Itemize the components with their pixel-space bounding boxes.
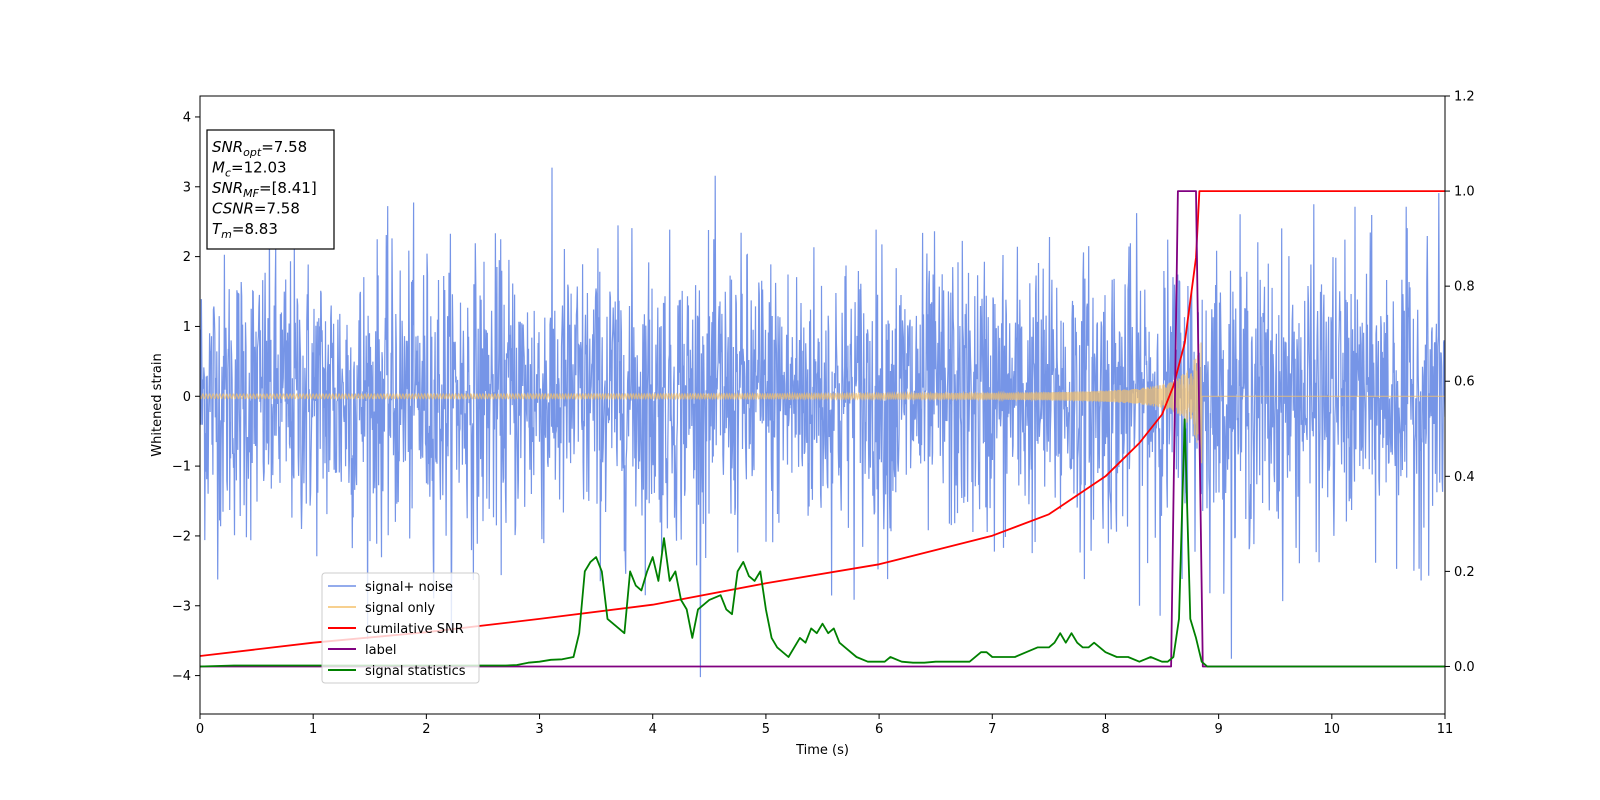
series-signal-only [200, 342, 1445, 464]
series-signal-noise [200, 167, 1445, 678]
legend-entry-label: signal only [365, 601, 435, 616]
x-tick-label: 1 [309, 722, 317, 737]
annotation-line: SNRopt=7.58 [212, 138, 307, 159]
axes: 0 1 2 3 4 5 6 7 8 9 10 11 −4 −3 −2 −1 0 1 2 3 4 0.0 0.2 0.4 0.6 0… [150, 90, 1475, 759]
legend-entry-label: signal+ noise [365, 580, 453, 595]
series-line-cumulative-snr [200, 190, 1445, 657]
legend-entry-label: cumilative SNR [365, 622, 464, 637]
y-right-tick-label: 0.2 [1454, 565, 1475, 580]
x-tick-label: 6 [875, 722, 883, 737]
y-right-tick-label: 0.4 [1454, 470, 1475, 485]
legend-entry-label: signal statistics [365, 664, 466, 679]
y-right-tick-label: 0.6 [1454, 375, 1475, 390]
y-right-tick-label: 1.2 [1454, 90, 1475, 105]
x-tick-label: 4 [649, 722, 657, 737]
x-tick-label: 10 [1324, 722, 1341, 737]
series-line-signal-statistics [200, 418, 1445, 668]
annotation-line: Mc=12.03 [212, 159, 287, 180]
y-tick-label: 4 [183, 110, 191, 125]
x-tick-label: 7 [988, 722, 996, 737]
x-tick-label: 0 [196, 722, 204, 737]
y-right-tick-label: 1.0 [1454, 185, 1475, 200]
y-tick-label: −2 [172, 529, 191, 544]
legend-entry-label: label [365, 643, 396, 658]
x-tick-label: 5 [762, 722, 770, 737]
x-tick-label: 9 [1214, 722, 1222, 737]
right-axis-series [200, 190, 1445, 668]
y-tick-label: −3 [172, 599, 191, 614]
y-tick-label: 1 [183, 320, 191, 335]
y-tick-label: 2 [183, 250, 191, 265]
legend: signal+ noise signal only cumilative SNR la… [321, 572, 480, 684]
y-tick-label: 3 [183, 180, 191, 195]
series-line-signal-noise [200, 167, 1445, 678]
plot-frame [199, 95, 1446, 715]
annotation-line: CSNR=7.58 [212, 200, 300, 218]
x-axis-label: Time (s) [795, 743, 849, 758]
x-tick-label: 3 [535, 722, 543, 737]
y-tick-label: −4 [172, 669, 191, 684]
annotation-frame [206, 129, 335, 250]
legend-frame [321, 572, 480, 684]
y-right-tick-label: 0.8 [1454, 280, 1475, 295]
x-tick-label: 2 [422, 722, 430, 737]
annotation-line: SNRMF=[8.41] [212, 179, 317, 200]
x-tick-label: 11 [1437, 722, 1454, 737]
y-right-tick-label: 0.0 [1454, 660, 1475, 675]
y-tick-label: −1 [172, 460, 191, 475]
series-line-signal-only [200, 342, 1445, 464]
y-tick-label: 0 [183, 390, 191, 405]
annotation-line: Tm=8.83 [212, 220, 278, 241]
y-axis-label: Whitened strain [150, 353, 165, 456]
x-tick-label: 8 [1101, 722, 1109, 737]
annotation-box: SNRopt=7.58Mc=12.03SNRMF=[8.41]CSNR=7.58… [206, 129, 335, 250]
